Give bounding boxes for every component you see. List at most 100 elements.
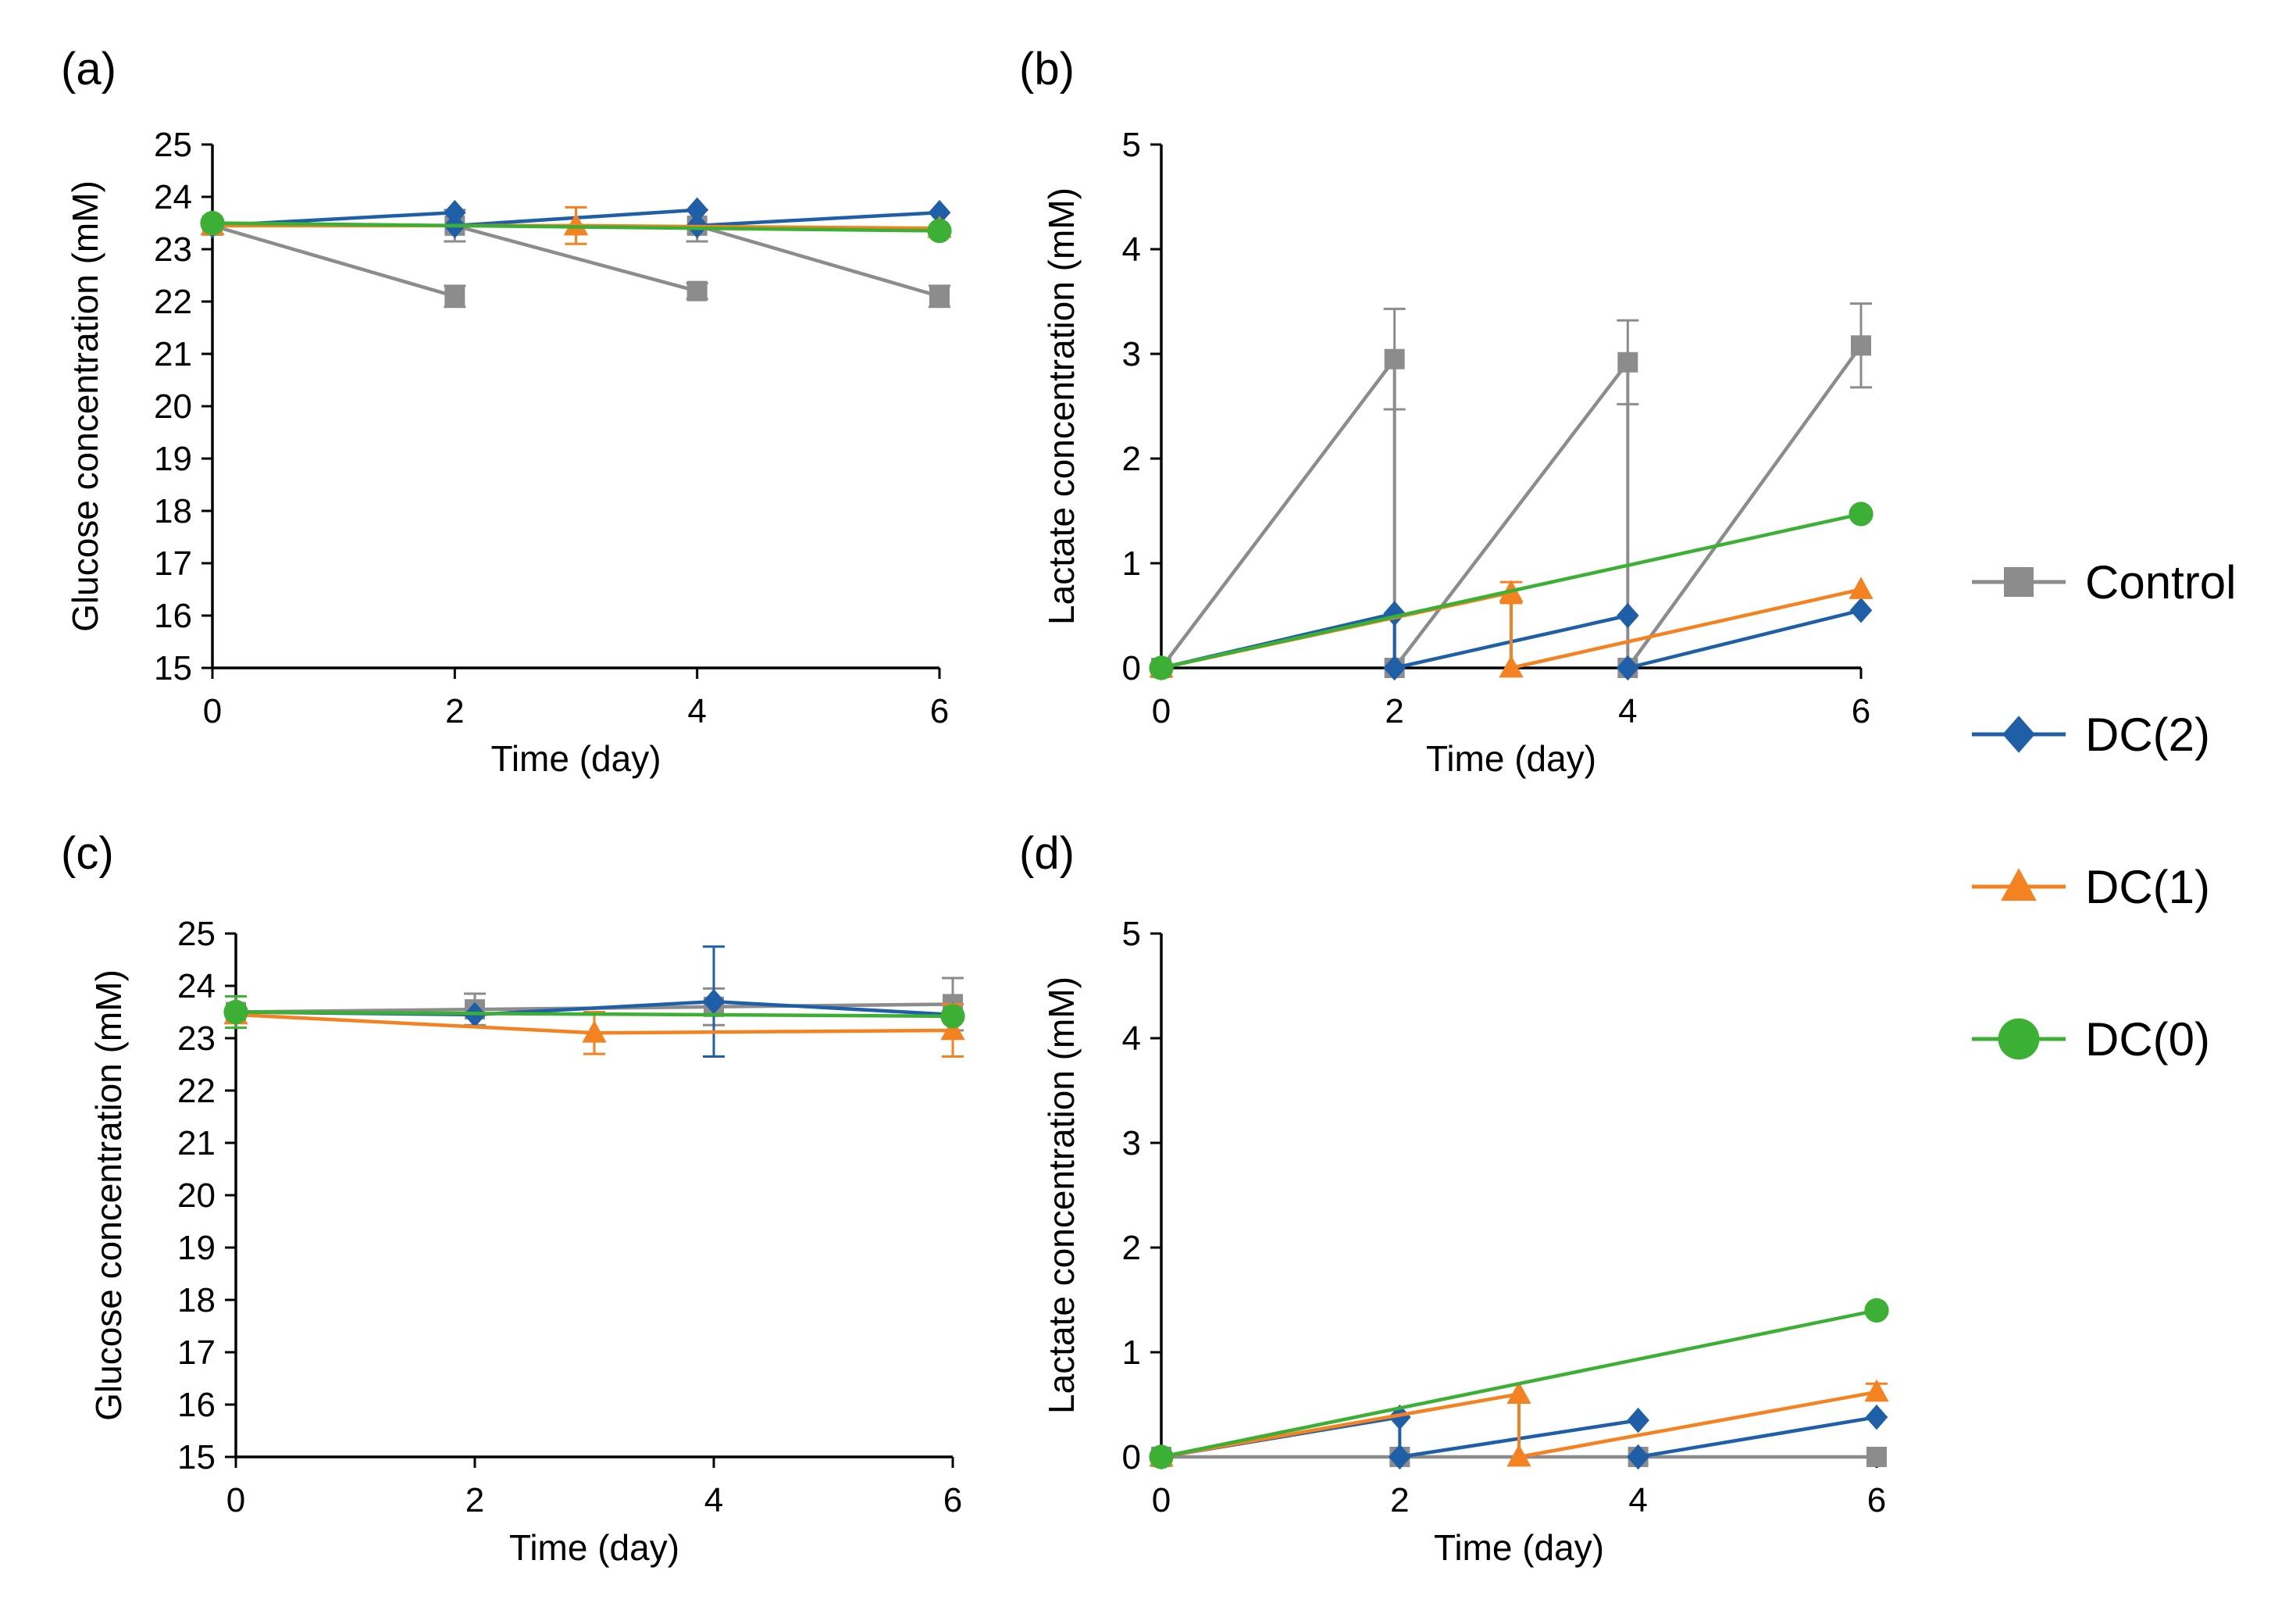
x-tick-label: 6 xyxy=(1852,692,1870,730)
x-tick-label: 2 xyxy=(1390,1481,1409,1519)
data-point xyxy=(702,988,726,1015)
y-tick-label: 25 xyxy=(177,915,216,953)
series-line xyxy=(1392,361,1630,669)
series-line xyxy=(697,210,940,228)
x-tick-label: 0 xyxy=(203,692,222,730)
y-tick-label: 1 xyxy=(1122,1333,1141,1372)
y-tick-label: 19 xyxy=(154,440,192,478)
y-tick-label: 16 xyxy=(177,1386,216,1424)
y-tick-label: 22 xyxy=(177,1072,216,1110)
series-line xyxy=(697,223,940,298)
x-tick-label: 6 xyxy=(1867,1481,1886,1519)
y-tick-label: 25 xyxy=(154,126,192,164)
series-line xyxy=(1518,1390,1877,1459)
panel-label: (d) xyxy=(1019,828,1075,879)
panel-label: (a) xyxy=(61,44,116,95)
y-tick-label: 16 xyxy=(154,597,192,635)
x-axis-title: Time (day) xyxy=(1426,738,1596,779)
data-point xyxy=(1617,602,1639,629)
legend-label: DC(2) xyxy=(2085,709,2210,761)
data-point xyxy=(686,197,708,223)
legend-label: DC(0) xyxy=(2085,1013,2210,1066)
y-tick-label: 5 xyxy=(1122,126,1141,164)
data-point xyxy=(927,218,952,244)
data-point xyxy=(1627,1444,1649,1470)
panel-b: (b) 0 1 2 3 4 5 0 2 4 6 Time (day) Lactate concentra… xyxy=(1019,44,1874,779)
y-tick-label: 2 xyxy=(1122,1229,1141,1267)
legend-marker xyxy=(1998,1018,2040,1060)
y-axis-title: Lactate concentration (mM) xyxy=(1041,187,1082,625)
data-point xyxy=(1849,502,1874,527)
series-dc-0 xyxy=(1149,1298,1889,1469)
panel-label: (b) xyxy=(1019,44,1075,95)
series-dc-1 xyxy=(1149,1379,1889,1467)
y-tick-label: 1 xyxy=(1122,544,1141,583)
y-tick-label: 15 xyxy=(154,649,192,687)
y-tick-label: 3 xyxy=(1122,1124,1141,1162)
legend-label: Control xyxy=(2085,556,2236,609)
x-tick-label: 2 xyxy=(465,1481,484,1519)
data-point xyxy=(200,210,225,236)
data-point xyxy=(1864,1298,1889,1323)
x-tick-label: 0 xyxy=(1152,1481,1171,1519)
y-tick-label: 0 xyxy=(1122,1438,1141,1476)
x-tick-label: 6 xyxy=(930,692,949,730)
legend-marker xyxy=(2002,716,2035,753)
data-point xyxy=(1506,1444,1531,1467)
data-point xyxy=(1627,1407,1649,1433)
y-tick-label: 20 xyxy=(154,387,192,426)
y-tick-label: 2 xyxy=(1122,440,1141,478)
data-point xyxy=(563,212,589,236)
data-point xyxy=(1149,1444,1174,1469)
data-point xyxy=(940,1004,965,1029)
panel-label: (c) xyxy=(61,828,114,879)
x-tick-label: 2 xyxy=(445,692,464,730)
series-line xyxy=(1638,1415,1877,1459)
y-tick-label: 0 xyxy=(1122,649,1141,687)
y-tick-label: 24 xyxy=(154,178,192,216)
data-point xyxy=(1617,655,1639,681)
series-line xyxy=(1510,587,1862,670)
y-tick-label: 18 xyxy=(177,1281,216,1319)
data-point xyxy=(686,280,708,302)
series-line xyxy=(1627,609,1862,670)
y-axis-title: Glucose concentration (mM) xyxy=(65,180,105,632)
series-line xyxy=(235,1010,954,1019)
y-tick-label: 3 xyxy=(1122,335,1141,373)
y-tick-label: 4 xyxy=(1122,230,1141,269)
data-point xyxy=(1851,335,1871,356)
series-line xyxy=(1626,344,1863,669)
y-tick-label: 5 xyxy=(1122,915,1141,953)
data-point xyxy=(1384,348,1405,370)
data-point xyxy=(1389,1444,1411,1470)
y-tick-label: 18 xyxy=(154,492,192,530)
x-tick-label: 4 xyxy=(1628,1481,1647,1519)
y-tick-label: 24 xyxy=(177,967,216,1005)
x-axis-title: Time (day) xyxy=(509,1527,679,1568)
data-point xyxy=(444,199,466,226)
legend: Control DC(2) DC(1) DC(0) xyxy=(1972,556,2236,1066)
x-tick-label: 0 xyxy=(226,1481,245,1519)
y-tick-label: 23 xyxy=(154,230,192,269)
x-tick-label: 6 xyxy=(943,1481,962,1519)
y-tick-label: 20 xyxy=(177,1176,216,1215)
y-axis-title: Lactate concentration (mM) xyxy=(1041,976,1082,1414)
x-tick-label: 0 xyxy=(1152,692,1171,730)
series-line xyxy=(212,223,455,298)
series-line xyxy=(1160,1308,1877,1459)
data-point xyxy=(223,999,248,1025)
y-tick-label: 23 xyxy=(177,1019,216,1058)
data-point xyxy=(1864,1379,1889,1402)
data-point xyxy=(1849,598,1873,623)
data-point xyxy=(1499,655,1524,678)
data-point xyxy=(1506,1381,1531,1404)
y-tick-label: 17 xyxy=(177,1333,216,1372)
panel-d: (d) 0 1 2 3 4 5 0 2 4 6 Time (day) Lactate concentra… xyxy=(1019,828,1889,1568)
y-tick-label: 22 xyxy=(154,283,192,321)
legend-label: DC(1) xyxy=(2085,861,2210,913)
x-tick-label: 4 xyxy=(687,692,706,730)
data-point xyxy=(1617,352,1638,373)
x-axis-title: Time (day) xyxy=(1434,1527,1604,1568)
